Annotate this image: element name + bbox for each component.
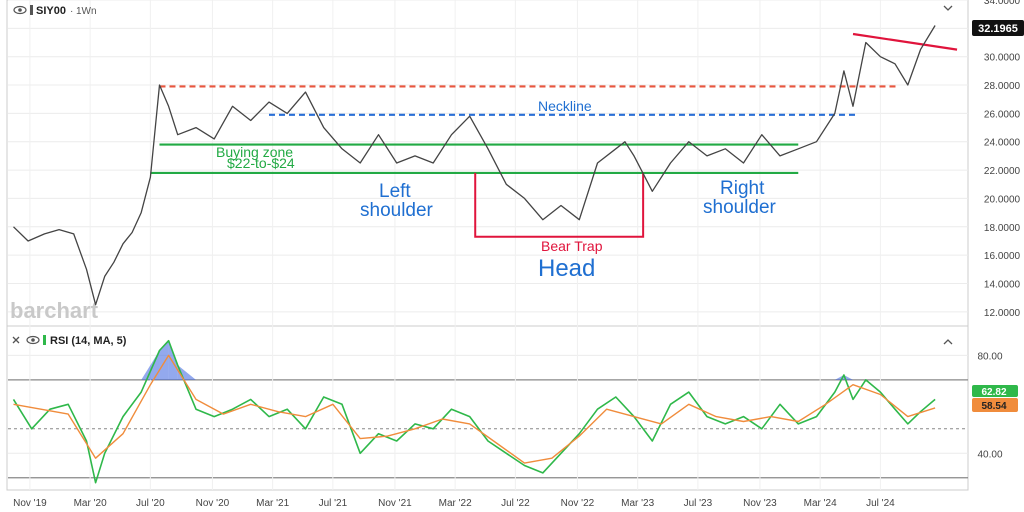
annotation-buying-zone: Buying zone	[216, 144, 293, 160]
rsi-pane-header: RSI (14, MA, 5)	[12, 335, 953, 347]
rsi-overbought-fill	[141, 350, 160, 380]
rsi-color-swatch[interactable]	[43, 335, 46, 345]
rsi-overbought-fill	[843, 374, 854, 380]
chevron-icon[interactable]	[943, 339, 953, 345]
time-tick-label: Jul '21	[319, 498, 348, 509]
price-tick-label: 24.0000	[984, 138, 1021, 149]
time-tick-label: Nov '19	[13, 498, 47, 509]
reference-lines	[150, 32, 958, 238]
price-tick-label: 18.0000	[984, 223, 1021, 234]
interval-label: 1Wn	[76, 6, 97, 17]
rsi-series	[12, 339, 936, 484]
time-tick-label: Jul '23	[684, 498, 713, 509]
time-tick-label: Mar '22	[439, 498, 472, 509]
time-tick-label: Nov '23	[743, 498, 777, 509]
eye-icon[interactable]	[13, 5, 27, 15]
annotation-bear-trap: Bear Trap	[541, 238, 603, 254]
annotation-right: Right	[720, 178, 765, 199]
time-tick-label: Mar '21	[256, 498, 289, 509]
annotation-head: Head	[538, 255, 595, 282]
interval-separator: ·	[70, 6, 73, 17]
price-axis: 12.0000 14.0000 16.0000 18.0000 20.0000 22.00…	[984, 0, 1021, 319]
rsi-tick-label: 80.00	[977, 351, 1002, 362]
time-tick-label: Nov '20	[196, 498, 230, 509]
drag-handle-icon[interactable]	[30, 5, 33, 15]
price-tick-label: 22.0000	[984, 166, 1021, 177]
price-tick-label: 16.0000	[984, 251, 1021, 262]
rsi-last-value-bg	[972, 385, 1018, 397]
annotation-left: Left	[379, 181, 411, 202]
last-price-bg	[972, 20, 1024, 36]
price-tick-label: 20.0000	[984, 194, 1021, 205]
rsi-title: RSI (14, MA, 5)	[50, 335, 127, 347]
symbol-label: SIY00	[36, 5, 66, 17]
price-tick-label: 26.0000	[984, 109, 1021, 120]
annotation-left-shoulder: shoulder	[360, 200, 434, 221]
annotation-neckline: Neckline	[538, 98, 592, 114]
chevron-icon[interactable]	[943, 5, 953, 11]
close-icon[interactable]	[12, 336, 20, 344]
time-tick-label: Jul '20	[136, 498, 165, 509]
last-price-value: 32.1965	[978, 23, 1018, 35]
price-pane-header: SIY00 · 1Wn	[13, 5, 953, 17]
annotation-right-shoulder: shoulder	[703, 197, 777, 218]
time-tick-label: Nov '21	[378, 498, 412, 509]
time-tick-label: Mar '24	[804, 498, 837, 509]
barchart-watermark: barchart	[10, 298, 99, 323]
price-tick-label: 14.0000	[984, 279, 1021, 290]
rsi-line	[12, 339, 936, 484]
price-tick-label: 28.0000	[984, 81, 1021, 92]
price-line	[13, 25, 936, 306]
ma-last-value: 58.54	[981, 401, 1006, 412]
x-axis: Nov '19 Mar '20 Jul '20 Nov '20 Mar '21 Jul '…	[13, 498, 895, 509]
rsi-axis: 40.00 80.00	[977, 351, 1002, 460]
rsi-tick-label: 40.00	[977, 449, 1002, 460]
rsi-last-value: 62.82	[981, 387, 1006, 398]
time-tick-label: Jul '22	[501, 498, 530, 509]
price-tick-label: 12.0000	[984, 308, 1021, 319]
rsi-pane-frame	[6, 325, 969, 491]
price-tick-label: 30.0000	[984, 53, 1021, 64]
time-tick-label: Mar '20	[74, 498, 107, 509]
time-tick-label: Nov '22	[561, 498, 595, 509]
price-series	[13, 25, 936, 306]
rsi-last-values: 62.82 58.54	[972, 385, 1018, 412]
ma-last-value-bg	[972, 398, 1018, 412]
bear-trap-bracket	[474, 172, 645, 238]
rsi-overbought-fill	[159, 340, 169, 380]
rsi-ma-line	[13, 354, 936, 464]
time-tick-label: Mar '23	[621, 498, 654, 509]
price-tick-label: 34.0000	[984, 0, 1021, 7]
rsi-overbought-fill	[168, 340, 178, 380]
time-tick-label: Jul '24	[866, 498, 895, 509]
eye-icon[interactable]	[26, 335, 40, 345]
price-grid	[8, 0, 968, 313]
annotation-buying-range: $22-to-$24	[227, 155, 295, 171]
trend-line	[852, 32, 958, 51]
last-price-badge: 32.1965	[972, 20, 1024, 36]
